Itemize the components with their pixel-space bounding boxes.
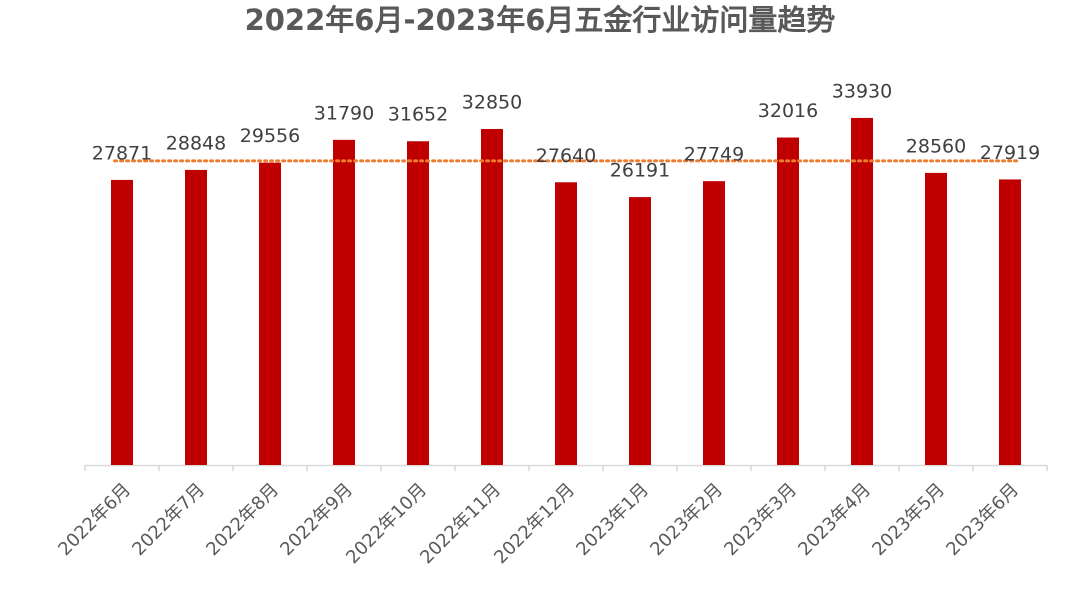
data-label: 33930: [832, 80, 892, 102]
data-label: 31790: [314, 102, 374, 124]
data-label: 32850: [462, 91, 522, 113]
bar: [703, 181, 725, 466]
data-label: 27871: [92, 142, 152, 164]
x-tick-label: 2022年8月: [202, 479, 283, 560]
data-label: 31652: [388, 104, 448, 126]
chart-title: 2022年6月-2023年6月五金行业访问量趋势: [245, 3, 836, 37]
bar: [851, 117, 873, 465]
bar: [925, 172, 947, 465]
bar: [777, 137, 799, 465]
x-tick-label: 2022年6月: [54, 479, 135, 560]
x-tick-label: 2022年7月: [128, 479, 209, 560]
x-tick-label: 2023年3月: [720, 479, 801, 560]
data-label: 27749: [684, 144, 744, 166]
data-label: 27640: [536, 145, 596, 167]
x-tick-label: 2023年1月: [572, 479, 653, 560]
data-label: 28848: [166, 132, 226, 154]
x-tick-label: 2022年9月: [276, 479, 357, 560]
data-label: 26191: [610, 160, 670, 182]
bar: [407, 141, 429, 466]
x-tick-label: 2023年5月: [868, 479, 949, 560]
bar: [629, 197, 651, 465]
data-label: 32016: [758, 100, 818, 122]
x-tick-label: 2023年6月: [942, 479, 1023, 560]
bar: [999, 179, 1021, 465]
bar: [259, 162, 281, 466]
x-tick-label: 2023年2月: [646, 479, 727, 560]
bar: [185, 169, 207, 465]
data-label: 28560: [906, 135, 966, 157]
bar: [111, 179, 133, 465]
bar: [481, 128, 503, 465]
bar: [555, 182, 577, 465]
data-label: 27919: [980, 142, 1040, 164]
x-tick-label: 2023年4月: [794, 479, 875, 560]
bar: [333, 139, 355, 465]
data-label: 29556: [240, 125, 300, 147]
